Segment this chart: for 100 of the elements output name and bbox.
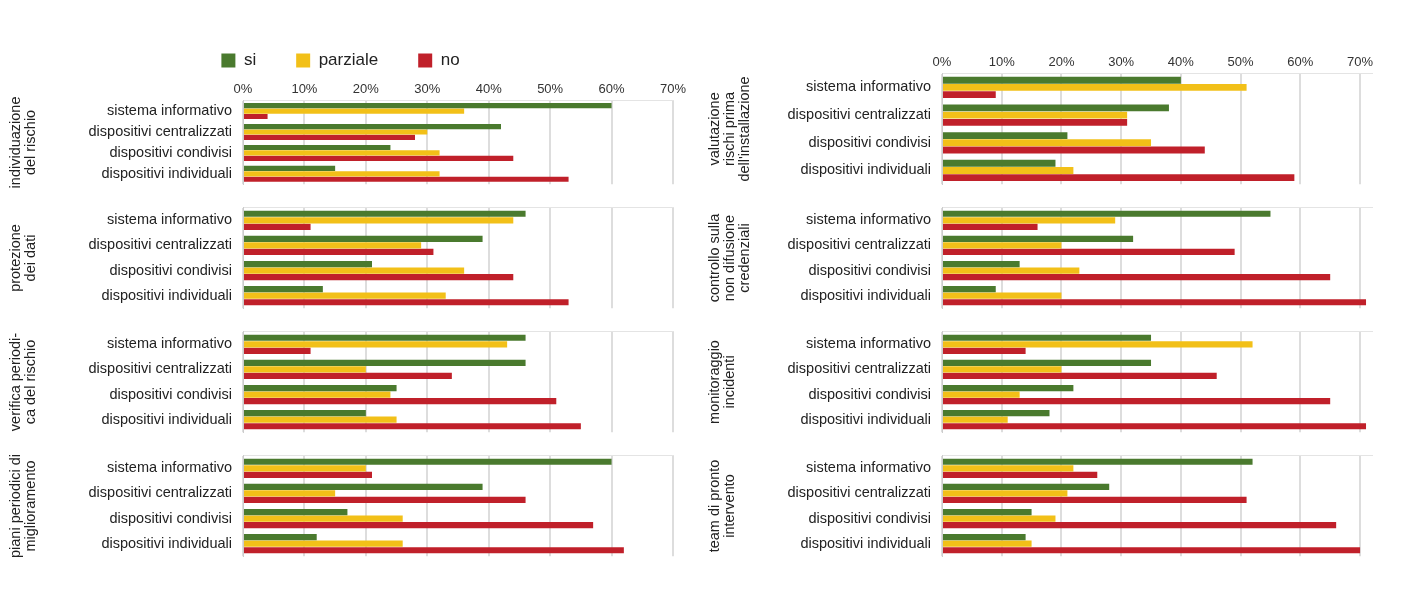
bar [943, 423, 1367, 430]
bar [943, 132, 1068, 140]
bar [943, 471, 1098, 478]
x-tick-label: 70% [1347, 54, 1374, 70]
x-tick-label: 70% [659, 81, 687, 97]
bar [943, 547, 1361, 554]
bar [244, 391, 391, 398]
bar [244, 534, 317, 541]
y-tick-label: sistema informativo [107, 459, 232, 476]
legend-label: no [440, 50, 460, 70]
bar [244, 292, 446, 299]
x-tick-label: 60% [1287, 54, 1314, 70]
bar [244, 515, 403, 522]
x-tick-label: 50% [1227, 54, 1255, 70]
y-tick-label: dispositivi condivisi [109, 143, 232, 160]
bar [244, 129, 428, 135]
bar [244, 341, 508, 348]
bar [943, 398, 1331, 405]
bar [244, 540, 403, 547]
bar [244, 458, 612, 465]
y-tick-label: dispositivi condivisi [808, 509, 931, 526]
bar [943, 286, 996, 293]
y-tick-label: sistema informativo [806, 459, 931, 476]
y-tick-label: dispositivi centralizzati [88, 360, 232, 377]
bar [244, 398, 557, 405]
bar [943, 217, 1116, 224]
bar [943, 410, 1050, 417]
bar [244, 150, 440, 156]
bar [244, 260, 372, 268]
bar [244, 547, 624, 554]
bar [244, 165, 336, 171]
y-tick-label: sistema informativo [107, 211, 232, 228]
bar [943, 384, 1074, 392]
bar [943, 292, 1062, 299]
x-tick-label: 0% [233, 81, 253, 97]
x-tick-label: 40% [1167, 54, 1195, 70]
bar [244, 490, 336, 497]
bar [943, 391, 1020, 398]
bar [244, 123, 501, 130]
bar [244, 274, 514, 281]
bar [244, 235, 483, 242]
bar [244, 465, 366, 472]
y-tick-label: dispositivi individuali [800, 534, 931, 551]
y-tick-label: dispositivi individuali [101, 410, 232, 427]
y-tick-label: dispositivi centralizzati [88, 484, 232, 501]
y-tick-label: sistema informativo [806, 335, 931, 352]
bar [943, 111, 1128, 119]
bar [943, 260, 1020, 268]
y-tick-label: dispositivi centralizzati [787, 360, 931, 377]
bar [943, 210, 1271, 217]
bar [943, 458, 1253, 465]
y-tick-label: dispositivi condivisi [109, 261, 232, 278]
y-tick-label: dispositivi centralizzati [787, 106, 931, 123]
y-axis-title: verifica periodi- ca del rischio [6, 332, 38, 432]
bar [943, 84, 1247, 91]
bar [943, 223, 1038, 230]
y-axis-title: valutazione rischi prima dell'installazione [705, 76, 753, 182]
bar [244, 366, 366, 373]
x-tick-label: 10% [988, 54, 1016, 70]
bar [943, 359, 1152, 366]
bar [244, 423, 581, 430]
bar [244, 471, 372, 478]
bar [943, 274, 1331, 281]
bar [943, 167, 1074, 174]
bar [943, 104, 1169, 112]
x-tick-label: 60% [598, 81, 626, 97]
bar [943, 334, 1152, 341]
y-tick-label: dispositivi centralizzati [88, 122, 232, 139]
y-axis-title: controllo sulla non difusione credenziali [705, 212, 753, 303]
bar [943, 416, 1008, 423]
x-tick-label: 30% [1108, 54, 1135, 70]
bar [943, 341, 1253, 348]
y-tick-label: dispositivi condivisi [109, 509, 232, 526]
bar [943, 248, 1235, 256]
bar [943, 118, 1128, 126]
x-tick-label: 40% [475, 81, 503, 97]
bar [244, 410, 366, 417]
y-tick-label: sistema informativo [806, 78, 931, 95]
bar [244, 508, 348, 516]
bar [244, 113, 268, 120]
bar [244, 155, 514, 161]
bar [943, 299, 1367, 306]
y-tick-label: sistema informativo [806, 211, 931, 228]
bar [943, 483, 1110, 490]
bar [244, 384, 397, 392]
y-tick-label: dispositivi individuali [800, 410, 931, 427]
x-tick-label: 10% [291, 81, 318, 97]
bar [244, 267, 465, 274]
bar [244, 334, 526, 341]
x-tick-label: 20% [352, 81, 380, 97]
bar [244, 347, 311, 354]
x-tick-label: 0% [932, 54, 952, 70]
bar [244, 372, 452, 380]
legend-label: si [243, 50, 257, 70]
bar [244, 223, 311, 230]
bar [244, 210, 526, 217]
y-tick-label: sistema informativo [107, 102, 232, 119]
bar [244, 108, 465, 114]
bar [943, 242, 1062, 249]
bar [943, 139, 1152, 147]
